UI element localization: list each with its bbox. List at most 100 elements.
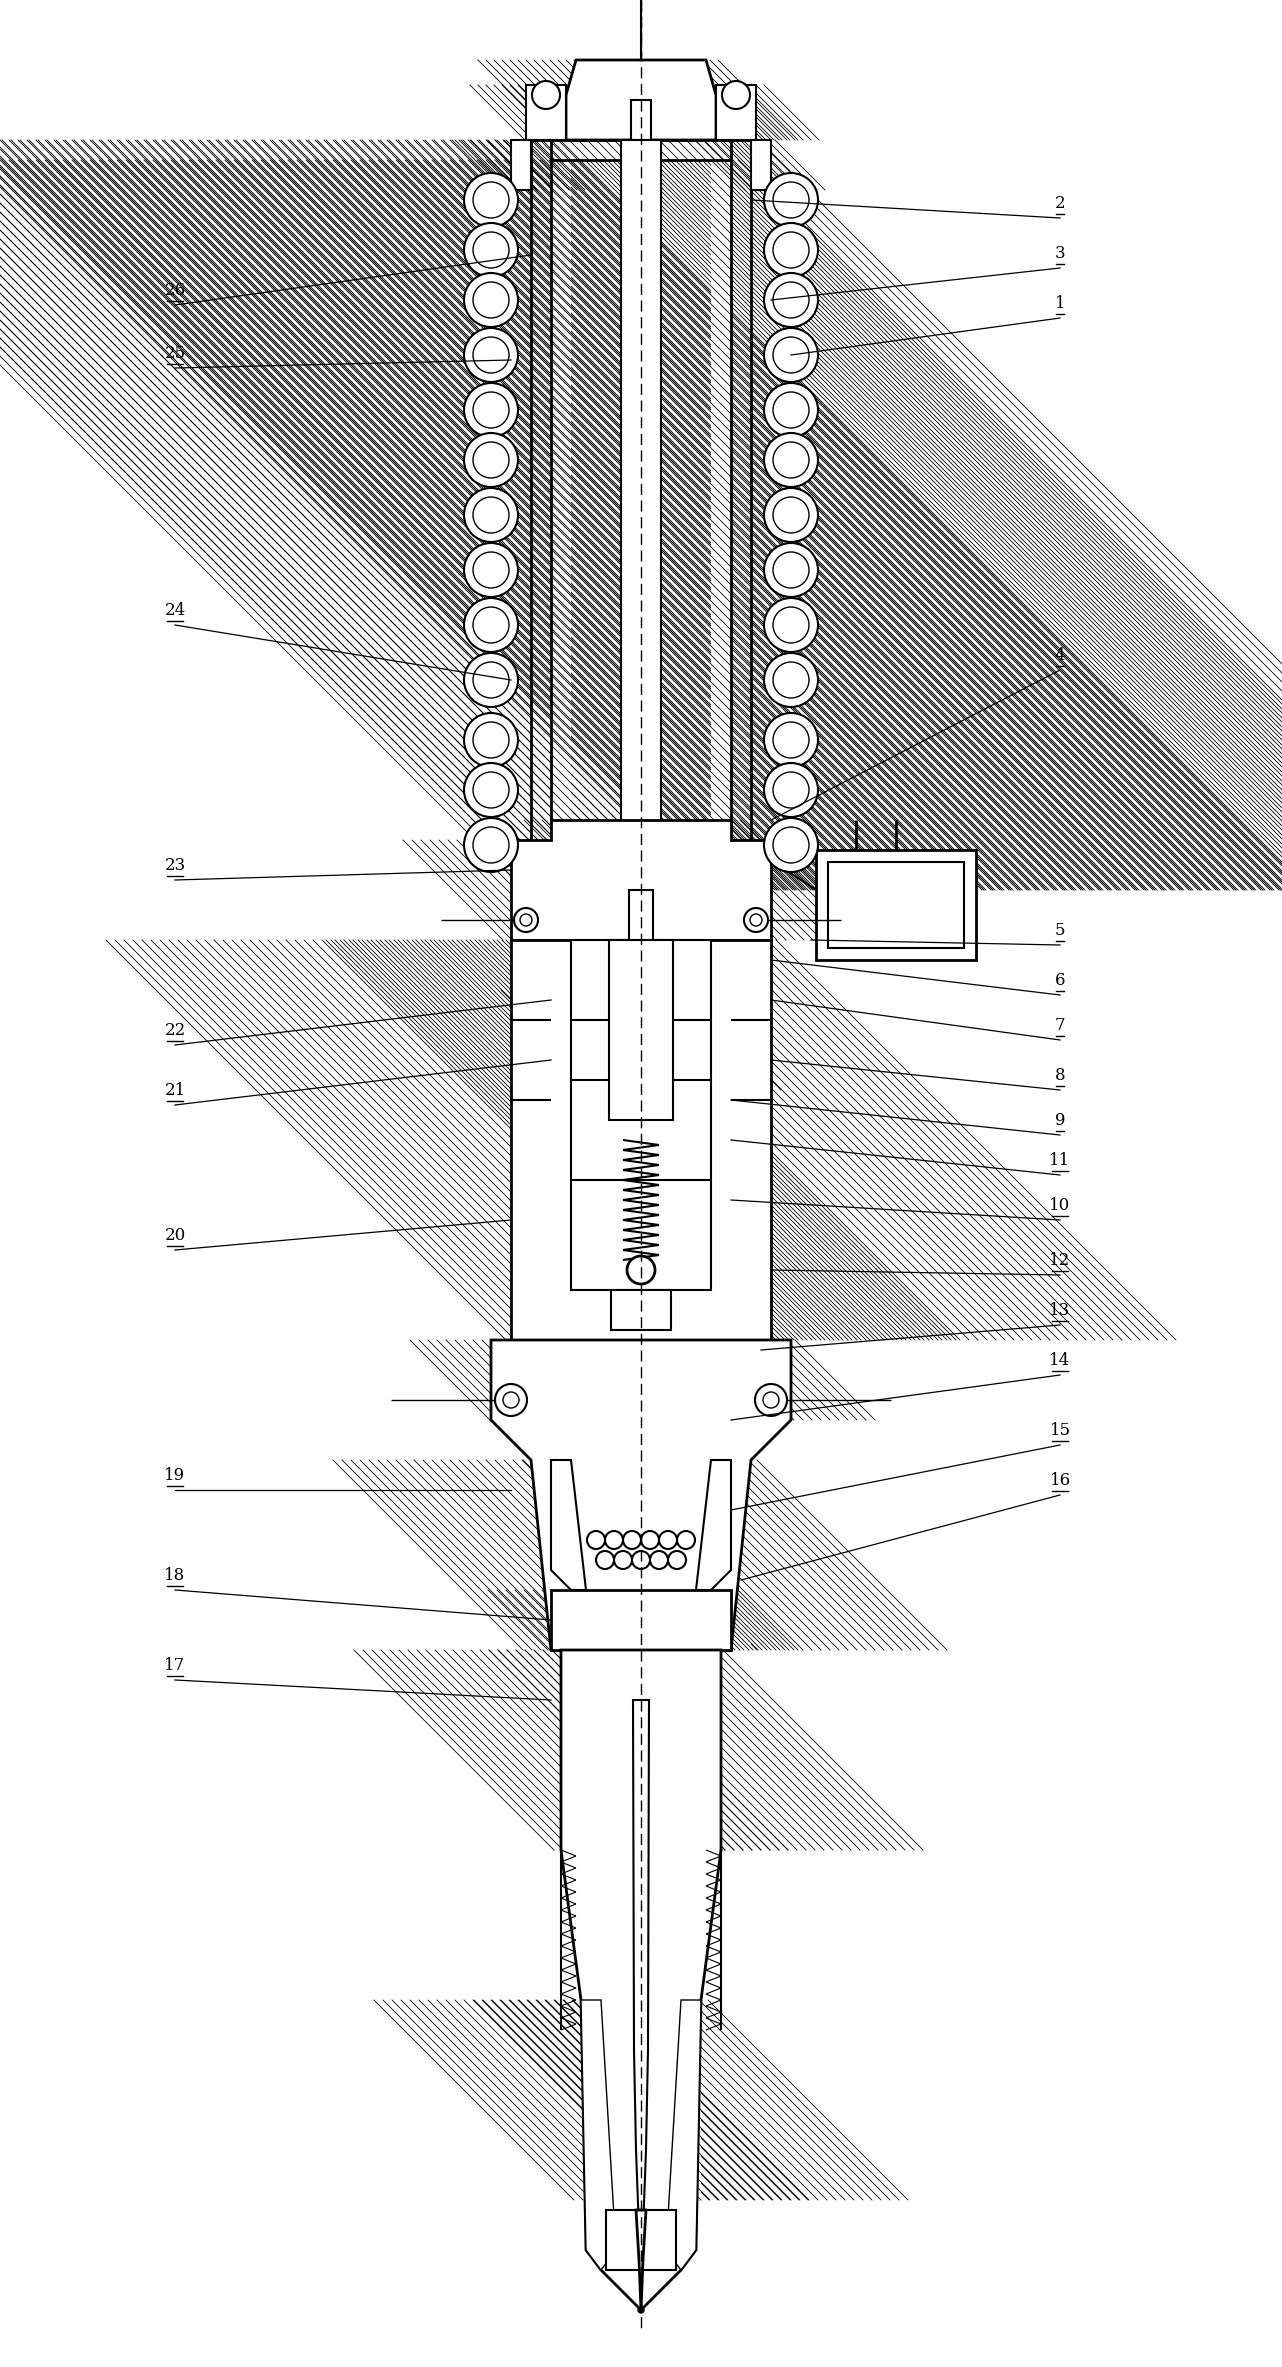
- Bar: [741, 1340, 791, 1420]
- Bar: [751, 140, 770, 189]
- Text: 20: 20: [164, 1226, 186, 1245]
- Circle shape: [532, 80, 560, 109]
- Text: 19: 19: [164, 1468, 186, 1484]
- Text: 9: 9: [1055, 1112, 1065, 1129]
- Text: 2: 2: [1055, 194, 1065, 213]
- Bar: [720, 1460, 751, 1650]
- Circle shape: [464, 173, 518, 227]
- Bar: [609, 940, 673, 1120]
- Circle shape: [627, 1257, 655, 1283]
- Circle shape: [473, 663, 509, 698]
- Bar: [620, 140, 662, 890]
- Circle shape: [773, 336, 809, 374]
- Circle shape: [722, 80, 750, 109]
- Bar: [731, 840, 770, 940]
- Circle shape: [473, 182, 509, 218]
- Circle shape: [464, 653, 518, 708]
- Circle shape: [587, 1531, 605, 1548]
- Circle shape: [464, 762, 518, 817]
- Circle shape: [514, 909, 538, 933]
- Polygon shape: [667, 2000, 701, 2270]
- Text: 23: 23: [164, 857, 186, 873]
- Circle shape: [473, 772, 509, 807]
- Text: 24: 24: [164, 601, 186, 620]
- Bar: [696, 1650, 720, 1851]
- Circle shape: [659, 1531, 677, 1548]
- Text: 6: 6: [1055, 973, 1065, 989]
- Circle shape: [764, 488, 818, 542]
- Bar: [717, 85, 756, 140]
- Circle shape: [764, 383, 818, 438]
- Bar: [512, 940, 551, 1340]
- Bar: [663, 989, 673, 1089]
- Circle shape: [650, 1550, 668, 1569]
- Text: 17: 17: [164, 1657, 186, 1673]
- Circle shape: [773, 497, 809, 533]
- Text: 22: 22: [164, 1023, 186, 1039]
- Circle shape: [668, 1550, 686, 1569]
- Bar: [717, 85, 756, 140]
- Circle shape: [755, 1385, 787, 1415]
- Circle shape: [473, 497, 509, 533]
- Circle shape: [764, 272, 818, 327]
- Circle shape: [764, 222, 818, 277]
- Bar: [712, 161, 731, 890]
- Bar: [551, 819, 731, 840]
- Bar: [606, 2211, 676, 2270]
- Circle shape: [596, 1550, 614, 1569]
- Bar: [526, 85, 565, 140]
- Bar: [551, 1591, 731, 1650]
- Bar: [731, 940, 770, 1340]
- Bar: [551, 1591, 570, 1650]
- Circle shape: [464, 712, 518, 767]
- Circle shape: [764, 542, 818, 596]
- Circle shape: [464, 329, 518, 381]
- Circle shape: [473, 606, 509, 644]
- Circle shape: [473, 336, 509, 374]
- Text: 21: 21: [164, 1082, 186, 1098]
- Text: 10: 10: [1050, 1198, 1070, 1214]
- Text: 7: 7: [1055, 1018, 1065, 1034]
- Text: 14: 14: [1050, 1352, 1070, 1368]
- Text: 13: 13: [1050, 1302, 1070, 1318]
- Text: 11: 11: [1050, 1153, 1070, 1169]
- Bar: [531, 140, 551, 890]
- Circle shape: [464, 599, 518, 651]
- Circle shape: [744, 909, 768, 933]
- Text: 4: 4: [1055, 646, 1065, 665]
- Circle shape: [632, 1550, 650, 1569]
- Bar: [581, 2000, 601, 2199]
- Bar: [656, 1290, 670, 1330]
- Text: 12: 12: [1050, 1252, 1070, 1269]
- Circle shape: [764, 173, 818, 227]
- Bar: [817, 850, 976, 961]
- Polygon shape: [565, 59, 717, 140]
- Text: 5: 5: [1055, 923, 1065, 940]
- Circle shape: [764, 762, 818, 817]
- Circle shape: [764, 599, 818, 651]
- Text: 18: 18: [164, 1567, 186, 1584]
- Text: 8: 8: [1055, 1068, 1065, 1084]
- Circle shape: [764, 653, 818, 708]
- Bar: [731, 140, 751, 890]
- Circle shape: [773, 722, 809, 757]
- Circle shape: [764, 819, 818, 871]
- Polygon shape: [551, 1460, 586, 1591]
- Polygon shape: [491, 1340, 791, 1650]
- Text: 16: 16: [1050, 1472, 1070, 1489]
- Circle shape: [764, 433, 818, 488]
- Circle shape: [750, 914, 762, 925]
- Circle shape: [473, 232, 509, 267]
- Bar: [512, 840, 551, 940]
- Circle shape: [464, 433, 518, 488]
- Circle shape: [614, 1550, 632, 1569]
- Circle shape: [773, 182, 809, 218]
- Bar: [570, 940, 712, 1290]
- Circle shape: [503, 1392, 519, 1408]
- Bar: [551, 161, 570, 890]
- Circle shape: [464, 542, 518, 596]
- Bar: [491, 1340, 541, 1420]
- Circle shape: [605, 1531, 623, 1548]
- Polygon shape: [636, 2211, 646, 2310]
- Circle shape: [464, 488, 518, 542]
